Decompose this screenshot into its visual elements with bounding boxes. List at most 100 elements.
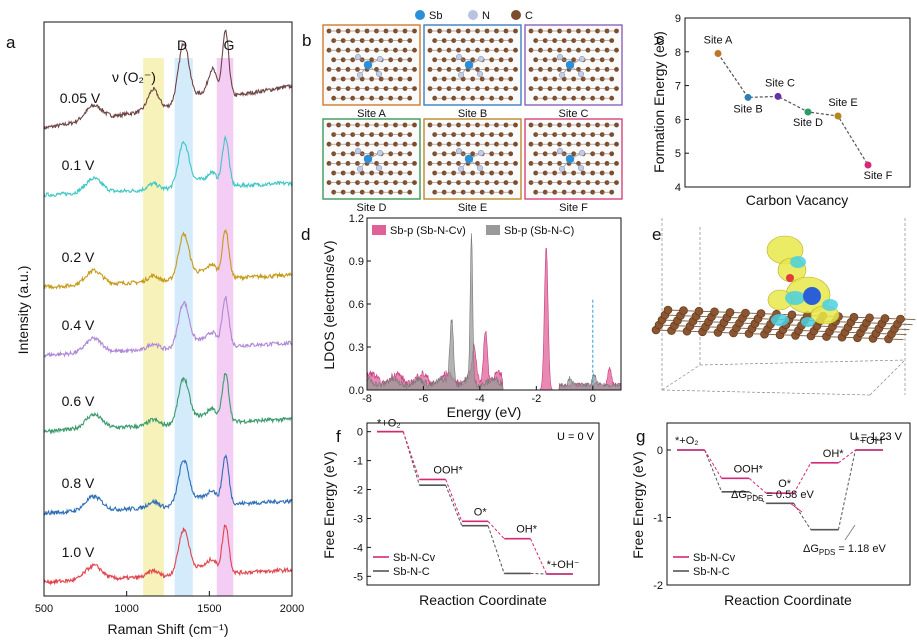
- raman-xtick-2: 1500: [197, 603, 221, 615]
- panel-g-frame: [666, 422, 911, 586]
- g-plot-connector-c-1: [748, 491, 767, 504]
- f-plot-connector-c-0: [402, 431, 420, 486]
- site-label-5: Site F: [559, 202, 588, 214]
- panel-d-ylabel: LDOS (electrons/eV): [321, 240, 337, 369]
- site-label-3: Site D: [357, 202, 387, 214]
- g-pds-arrow-0: [789, 502, 803, 513]
- site-structure-0: [322, 24, 421, 106]
- panel-letter-g: g: [636, 427, 645, 446]
- g-pds-annotation-1: ΔGPDS = 1.18 eV: [803, 543, 886, 557]
- atom-legend-dot-0: [415, 10, 425, 20]
- raman-curve-6: [43, 524, 293, 586]
- g-plot-step-label-1: OOH*: [734, 463, 764, 475]
- f-plot-ytick-5: -5: [353, 571, 363, 583]
- c-point-1: [744, 93, 752, 101]
- f-plot-legend-label-1: Sb-N-C: [393, 566, 430, 578]
- raman-band-1: [174, 58, 193, 596]
- g-plot-legend-label-1: Sb-N-C: [693, 566, 730, 578]
- d-ytick-0: 0.0: [349, 385, 364, 397]
- c-ytick-4: 8: [675, 47, 681, 59]
- panel-c-ylabel: Formation Energy (eV): [651, 31, 667, 173]
- f-plot-connector-c-2: [487, 525, 505, 574]
- panel-c-formation-energy: 4 5 6 7 8 9 Site A Site B Site C Site D Site E Sit…: [651, 13, 911, 208]
- c-point-label-2: Site C: [765, 77, 795, 89]
- f-plot-connector-c-1: [445, 485, 463, 526]
- c-point-3: [804, 108, 812, 116]
- raman-band-0: [143, 58, 164, 596]
- atom-legend-label-0: Sb: [429, 10, 442, 22]
- f-plot-step-label-2: O*: [474, 506, 488, 518]
- panel-a-frame: [43, 21, 293, 597]
- g-plot-ytick-1: -1: [653, 513, 663, 525]
- g-plot-step-label-3: OH*: [823, 448, 845, 460]
- g-pds-arrow-1: [844, 524, 856, 541]
- c-ytick-1: 5: [675, 148, 681, 160]
- panel-f-annotation: U = 0 V: [557, 431, 595, 443]
- raman-band-2: [216, 58, 234, 596]
- charge-density-isosurface: [766, 235, 840, 327]
- g-plot-step-label-2: O*: [778, 478, 792, 490]
- sb-atom: [803, 287, 821, 305]
- g-plot-step-label-0: *+O₂: [675, 435, 699, 447]
- c-point-4: [834, 112, 842, 120]
- g-plot-ytick-2: -2: [653, 580, 663, 592]
- c-point-label-4: Site E: [828, 97, 857, 109]
- panel-letter-d: d: [301, 225, 310, 244]
- site-structure-2: [524, 24, 623, 106]
- panel-f-free-energy-0v: 0 -1 -2 -3 -4 -5 *+O₂ OOH* O* OH* *+OH⁻ Sb-N-Cv Sb-…: [321, 418, 600, 608]
- site-structure-5: [524, 118, 623, 200]
- panel-g-annotation: U = 1.23 V: [850, 431, 903, 443]
- d-legend-swatch-1: [486, 225, 500, 235]
- g-plot-connector-cv-3: [838, 449, 856, 464]
- d-xtick-1: -6: [419, 393, 429, 405]
- panel-g-free-energy-123v: 0 -1 -2 *+O₂ OOH* O* OH* *+OH⁻ Sb-N-Cv Sb-N-C ΔGP…: [630, 422, 911, 608]
- f-plot-connector-c-3: [530, 572, 547, 575]
- g-plot-step-label-4: *+OH⁻: [855, 435, 888, 447]
- supercell-box: [661, 218, 906, 396]
- site-label-2: Site C: [559, 108, 589, 120]
- d-xtick-0: -8: [362, 393, 372, 405]
- panel-letter-f: f: [336, 427, 341, 446]
- d-xtick-4: 0: [590, 393, 596, 405]
- g-plot-ytick-0: 0: [657, 445, 663, 457]
- c-ytick-5: 9: [675, 13, 681, 25]
- c-ytick-2: 6: [675, 114, 681, 126]
- raman-curve-4: [43, 372, 293, 435]
- panel-f-xlabel: Reaction Coordinate: [419, 592, 547, 608]
- c-point-0: [714, 49, 722, 57]
- g-plot-connector-c-0: [704, 449, 723, 493]
- panel-f-frame: [366, 422, 600, 586]
- f-plot-legend-label-0: Sb-N-Cv: [393, 552, 436, 564]
- panel-a-xlabel: Raman Shift (cm⁻¹): [108, 621, 229, 637]
- panel-f-ylabel: Free Energy (eV): [321, 451, 337, 558]
- raman-xtick-0: 500: [35, 603, 53, 615]
- raman-xtick-3: 2000: [280, 603, 304, 615]
- raman-series-label-3: 0.4 V: [62, 317, 95, 333]
- g-plot-connector-cv-1: [748, 477, 767, 494]
- raman-curve-5: [43, 453, 293, 516]
- f-plot-connector-cv-2: [487, 521, 505, 540]
- d-ytick-3: 0.9: [349, 256, 364, 268]
- raman-series-label-6: 1.0 V: [62, 544, 95, 560]
- f-plot-connector-cv-0: [402, 431, 420, 480]
- g-plot-connector-cv-0: [704, 449, 723, 479]
- raman-curve-3: [43, 295, 293, 359]
- c-ytick-3: 7: [675, 81, 681, 93]
- panel-letter-a: a: [6, 33, 16, 52]
- raman-series-label-0: 0.05 V: [60, 90, 101, 106]
- site-label-1: Site B: [458, 108, 487, 120]
- d-xtick-3: -2: [531, 393, 541, 405]
- c-point-label-3: Site D: [793, 117, 823, 129]
- panel-letter-b: b: [302, 31, 311, 50]
- site-label-4: Site E: [458, 202, 487, 214]
- panel-d-ldos: -8 -6 -4 -2 0 0.0 0.3 0.6 0.9 1.2 Sb-p (Sb-N-Cv) S…: [321, 213, 622, 420]
- atom-legend-label-2: C: [525, 10, 533, 22]
- raman-band-label-0: ν (O₂⁻): [112, 69, 156, 85]
- f-plot-step-label-1: OOH*: [433, 464, 463, 476]
- f-plot-step-label-4: *+OH⁻: [547, 559, 580, 571]
- c-point-label-5: Site F: [864, 170, 893, 182]
- atom-legend-dot-2: [511, 10, 521, 20]
- d-ytick-2: 0.6: [349, 299, 364, 311]
- panel-e-charge-density: [651, 218, 916, 396]
- panel-g-ylabel: Free Energy (eV): [630, 451, 646, 558]
